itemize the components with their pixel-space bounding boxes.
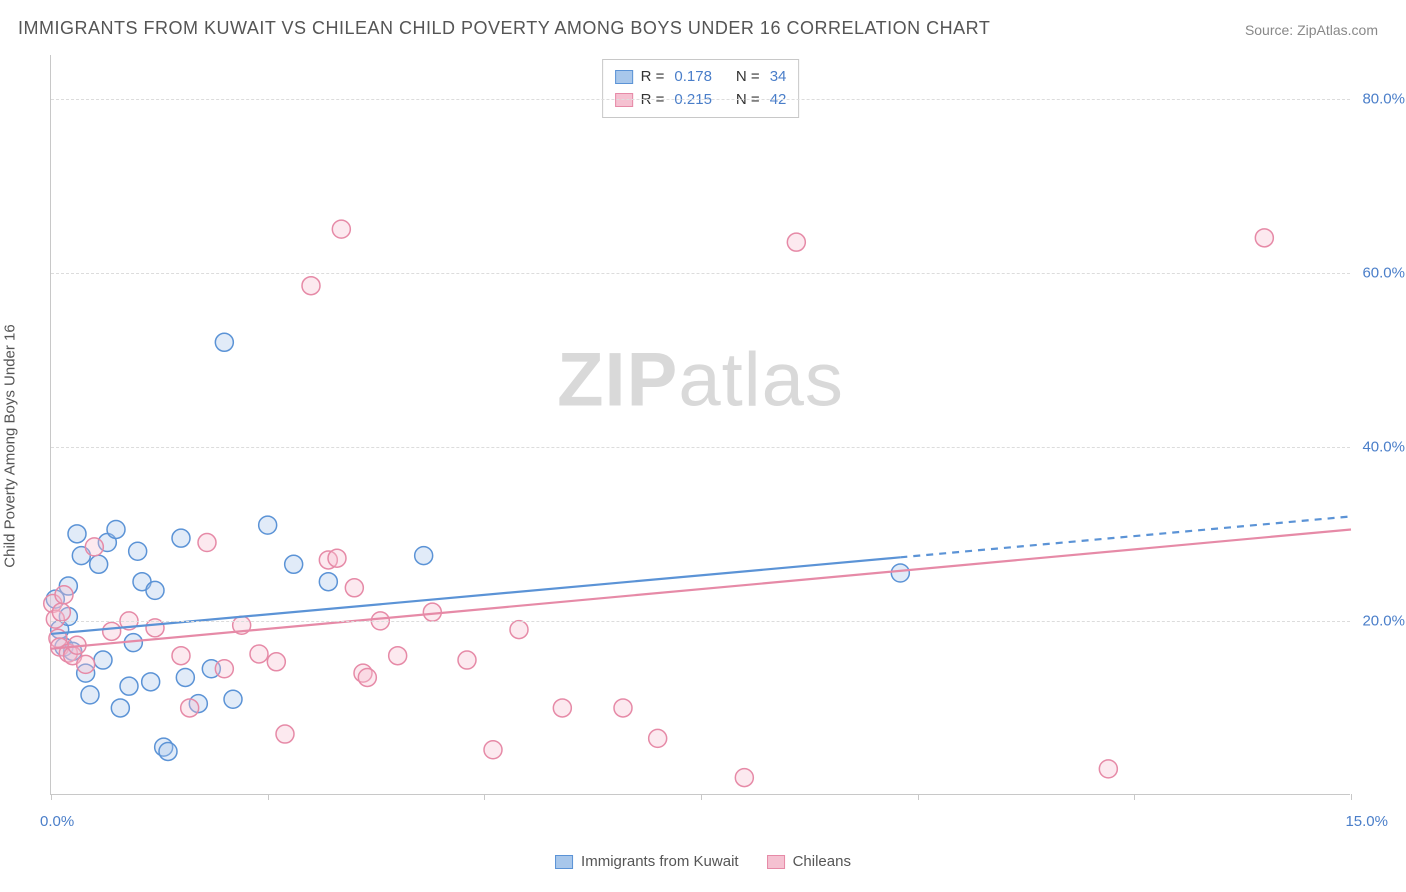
y-axis-label: Child Poverty Among Boys Under 16 <box>2 324 19 567</box>
swatch-chileans <box>767 855 785 869</box>
data-point <box>103 622 121 640</box>
data-point <box>159 742 177 760</box>
legend-label-chileans: Chileans <box>793 853 851 870</box>
data-point <box>250 645 268 663</box>
data-point <box>484 741 502 759</box>
x-tick <box>1351 794 1352 800</box>
data-point <box>415 547 433 565</box>
data-point <box>198 534 216 552</box>
y-tick-label: 60.0% <box>1362 264 1405 281</box>
data-point <box>181 699 199 717</box>
data-point <box>735 769 753 787</box>
swatch-kuwait <box>555 855 573 869</box>
x-axis-min-label: 0.0% <box>40 813 74 830</box>
data-point <box>94 651 112 669</box>
data-point <box>55 586 73 604</box>
x-tick <box>701 794 702 800</box>
series-legend: Immigrants from Kuwait Chileans <box>555 853 851 870</box>
trend-line <box>51 557 900 634</box>
y-tick-label: 20.0% <box>1362 612 1405 629</box>
source-attribution: Source: ZipAtlas.com <box>1245 22 1378 38</box>
correlation-chart: IMMIGRANTS FROM KUWAIT VS CHILEAN CHILD … <box>0 0 1406 892</box>
x-tick <box>1134 794 1135 800</box>
legend-label-kuwait: Immigrants from Kuwait <box>581 853 739 870</box>
x-tick <box>268 794 269 800</box>
data-point <box>85 538 103 556</box>
data-point <box>358 668 376 686</box>
data-point <box>614 699 632 717</box>
source-value: ZipAtlas.com <box>1297 22 1378 38</box>
plot-area: ZIPatlas R = 0.178 N = 34 R = 0.215 N = … <box>50 55 1350 795</box>
data-point <box>787 233 805 251</box>
data-point <box>172 529 190 547</box>
data-point <box>328 549 346 567</box>
gridline <box>51 99 1350 100</box>
x-axis-max-label: 15.0% <box>1345 813 1388 830</box>
data-point <box>458 651 476 669</box>
data-point <box>224 690 242 708</box>
y-tick-label: 80.0% <box>1362 90 1405 107</box>
data-point <box>90 555 108 573</box>
data-point <box>345 579 363 597</box>
legend-item-kuwait: Immigrants from Kuwait <box>555 853 739 870</box>
data-point <box>81 686 99 704</box>
data-point <box>276 725 294 743</box>
legend-item-chileans: Chileans <box>767 853 851 870</box>
data-point <box>142 673 160 691</box>
data-point <box>267 653 285 671</box>
data-point <box>1255 229 1273 247</box>
data-point <box>1099 760 1117 778</box>
x-tick <box>51 794 52 800</box>
data-point <box>52 603 70 621</box>
x-tick <box>484 794 485 800</box>
data-point <box>553 699 571 717</box>
plot-svg <box>51 55 1350 794</box>
gridline <box>51 447 1350 448</box>
data-point <box>332 220 350 238</box>
data-point <box>77 655 95 673</box>
trend-line <box>51 529 1351 648</box>
data-point <box>129 542 147 560</box>
data-point <box>120 677 138 695</box>
data-point <box>302 277 320 295</box>
chart-title: IMMIGRANTS FROM KUWAIT VS CHILEAN CHILD … <box>18 18 990 39</box>
y-tick-label: 40.0% <box>1362 438 1405 455</box>
data-point <box>319 573 337 591</box>
data-point <box>891 564 909 582</box>
data-point <box>285 555 303 573</box>
gridline <box>51 273 1350 274</box>
source-label: Source: <box>1245 22 1293 38</box>
data-point <box>389 647 407 665</box>
gridline <box>51 621 1350 622</box>
data-point <box>172 647 190 665</box>
data-point <box>146 581 164 599</box>
x-tick <box>918 794 919 800</box>
data-point <box>510 621 528 639</box>
data-point <box>215 660 233 678</box>
data-point <box>107 520 125 538</box>
data-point <box>111 699 129 717</box>
data-point <box>649 729 667 747</box>
data-point <box>259 516 277 534</box>
data-point <box>215 333 233 351</box>
data-point <box>68 525 86 543</box>
data-point <box>176 668 194 686</box>
